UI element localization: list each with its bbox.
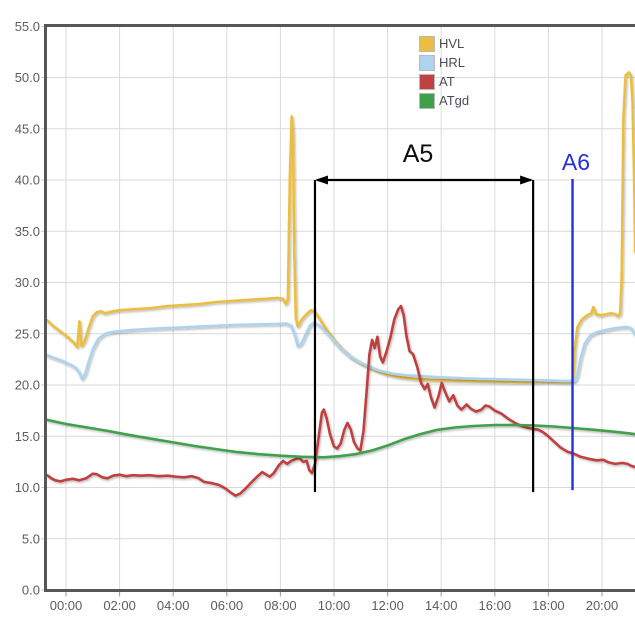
series-lines xyxy=(47,71,635,497)
y-tick-label: 15.0 xyxy=(15,429,40,444)
x-tick-label: 18:00 xyxy=(532,598,565,613)
annotation-a5 xyxy=(313,175,535,493)
y-tick-label: 30.0 xyxy=(15,275,40,290)
at-swatch xyxy=(419,73,435,90)
y-tick-label: 0.0 xyxy=(22,583,40,598)
y-tick-label: 20.0 xyxy=(15,378,40,393)
x-tick-label: 12:00 xyxy=(371,598,404,613)
y-tick-label: 25.0 xyxy=(15,326,40,341)
x-tick-label: 06:00 xyxy=(211,598,244,613)
hvl-swatch xyxy=(419,35,435,52)
hvl-label: HVL xyxy=(439,36,465,51)
x-tick-label: 14:00 xyxy=(425,598,458,613)
series-line-at xyxy=(47,304,635,497)
y-tick-label: 40.0 xyxy=(15,173,40,188)
axis-borders xyxy=(44,24,635,592)
hrl-label: HRL xyxy=(439,55,466,70)
series-line-atgd xyxy=(47,418,635,459)
y-tick-label: 5.0 xyxy=(22,531,40,546)
atgd-label: ATgd xyxy=(439,93,470,108)
legend-item-hrl[interactable]: HRL xyxy=(419,54,469,71)
x-tick-label: 04:00 xyxy=(157,598,190,613)
at-label: AT xyxy=(439,74,455,89)
y-tick-label: 55.0 xyxy=(15,19,40,34)
legend-item-at[interactable]: AT xyxy=(419,73,469,90)
annotation-a6-label: A6 xyxy=(561,149,591,175)
axis-ticks xyxy=(41,25,603,597)
hrl-swatch xyxy=(419,54,435,71)
legend-item-hvl[interactable]: HVL xyxy=(419,35,469,52)
gridlines xyxy=(47,27,635,589)
x-tick-label: 00:00 xyxy=(50,598,83,613)
x-tick-label: 02:00 xyxy=(103,598,136,613)
y-tick-label: 50.0 xyxy=(15,70,40,85)
x-tick-label: 10:00 xyxy=(318,598,351,613)
legend-item-atgd[interactable]: ATgd xyxy=(419,92,470,109)
x-tick-label: 16:00 xyxy=(479,598,512,613)
axis-labels: 0.0 5.0 10.0 15.0 20.0 25.0 30.0 35.0 40.0 45.0 50… xyxy=(15,19,619,613)
series-line-hrl xyxy=(47,321,635,383)
annotations xyxy=(313,175,574,493)
y-tick-label: 35.0 xyxy=(15,224,40,239)
legend: HVL HRL AT ATgd xyxy=(419,35,470,112)
x-tick-label: 08:00 xyxy=(264,598,297,613)
atgd-swatch xyxy=(419,92,435,109)
annotation-a5-label: A5 xyxy=(402,140,434,168)
x-tick-label: 20:00 xyxy=(586,598,619,613)
y-tick-label: 45.0 xyxy=(15,121,40,136)
y-tick-label: 10.0 xyxy=(15,480,40,495)
series-line-hvl xyxy=(47,71,635,384)
